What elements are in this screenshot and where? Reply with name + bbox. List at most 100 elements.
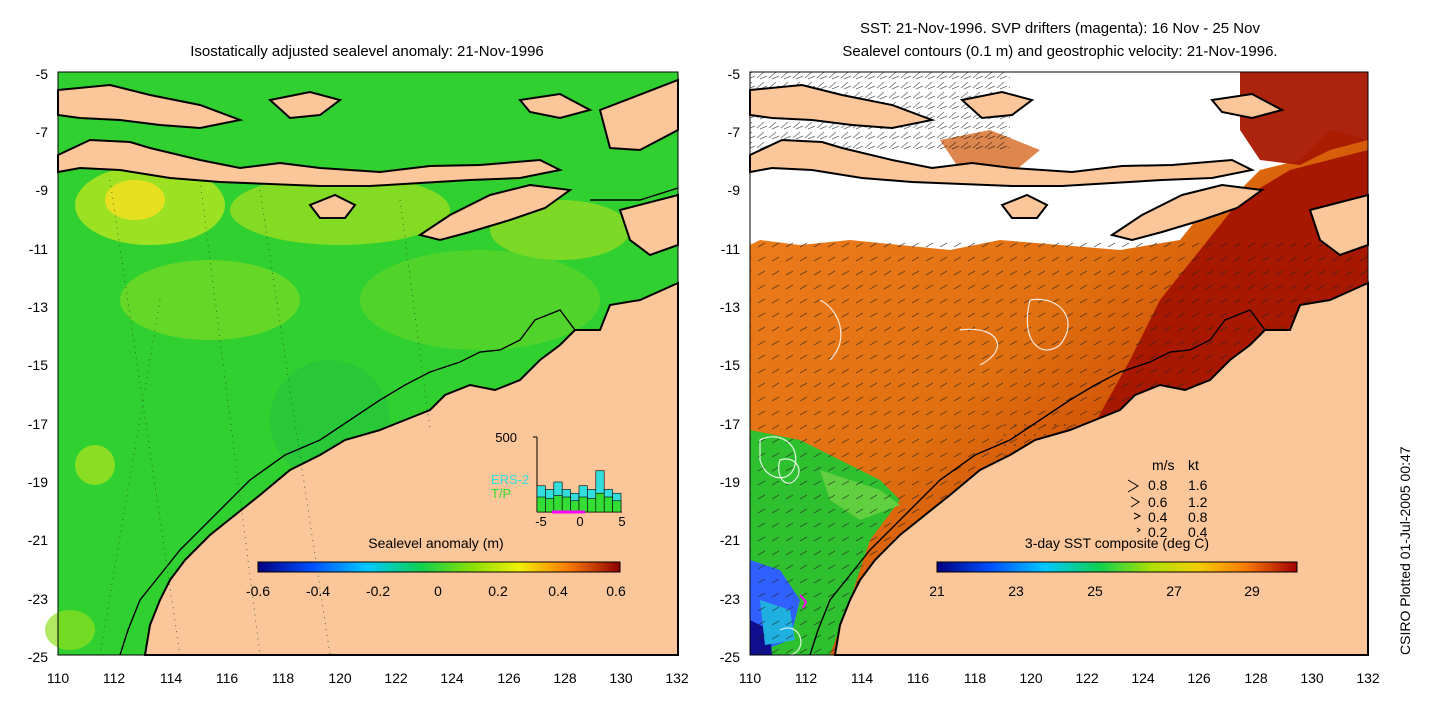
histogram-xtick: 0 <box>576 514 583 529</box>
x-tick: 130 <box>1300 670 1324 686</box>
x-tick: 124 <box>440 670 464 686</box>
x-tick: 118 <box>964 670 987 686</box>
velocity-arrow-icon <box>1127 479 1139 493</box>
x-tick: 114 <box>851 670 874 686</box>
y-tick: -9 <box>36 182 49 198</box>
histogram-xtick: 5 <box>618 514 625 529</box>
y-tick: -23 <box>720 591 740 607</box>
y-tick: -5 <box>36 66 49 82</box>
histogram-bar-tp <box>570 500 580 513</box>
colorbar-tick: 0.2 <box>488 583 508 599</box>
histogram-bar-tp <box>587 498 597 513</box>
colorbar-tick: -0.6 <box>246 583 270 599</box>
x-tick: 128 <box>1244 670 1268 686</box>
velocity-kt: 0.4 <box>1188 524 1208 540</box>
velocity-arrow-icon <box>1130 496 1140 508</box>
left-colorbar-label: Sealevel anomaly (m) <box>368 535 503 551</box>
velocity-arrow-icon <box>1136 527 1141 533</box>
x-tick: 120 <box>1019 670 1043 686</box>
colorbar-tick: 23 <box>1008 583 1024 599</box>
histogram-series-ers2: ERS-2 <box>491 472 529 487</box>
right-colorbar-label: 3-day SST composite (deg C) <box>1025 535 1209 551</box>
y-tick: -17 <box>720 416 740 432</box>
x-tick: 126 <box>1187 670 1211 686</box>
right-colorbar: 3-day SST composite (deg C) 21 23 25 27 … <box>929 535 1298 599</box>
right-sumba <box>1000 193 1049 219</box>
x-tick: 132 <box>665 670 689 686</box>
histogram-xtick: -5 <box>535 514 547 529</box>
x-tick: 110 <box>739 670 762 686</box>
x-tick: 120 <box>328 670 352 686</box>
x-tick: 116 <box>907 670 930 686</box>
colorbar-tick: 25 <box>1087 583 1103 599</box>
left-panel-title: Isostatically adjusted sealevel anomaly:… <box>190 43 544 60</box>
left-east-coast-line <box>590 187 679 201</box>
right-north-islands <box>749 83 1285 130</box>
right-y-axis: -5 -7 -9 -11 -13 -15 -17 -19 -21 -23 -25 <box>720 66 740 665</box>
histogram-bar-tp <box>603 496 613 513</box>
left-east-land <box>598 78 679 257</box>
velocity-ms: 0.8 <box>1148 477 1168 493</box>
y-tick: -25 <box>28 649 48 665</box>
credit-text: CSIRO Plotted 01-Jul-2005 00:47 <box>1397 446 1413 655</box>
colorbar-tick: 0.6 <box>606 583 626 599</box>
histogram-bar-tp <box>612 500 622 513</box>
right-panel-title-line2: Sealevel contours (0.1 m) and geostrophi… <box>842 43 1277 60</box>
y-tick: -21 <box>720 532 740 548</box>
y-tick: -19 <box>720 474 740 490</box>
right-east-land <box>1308 193 1369 257</box>
x-tick: 112 <box>103 670 126 686</box>
right-timor <box>1109 183 1265 242</box>
colorbar-tick: -0.2 <box>366 583 390 599</box>
histogram-series-tp: T/P <box>491 486 511 501</box>
x-tick: 110 <box>47 670 70 686</box>
colorbar-tick: 0.4 <box>548 583 568 599</box>
y-tick: -25 <box>720 649 740 665</box>
y-tick: -13 <box>720 299 740 315</box>
velocity-legend-ms-header: m/s <box>1152 457 1175 473</box>
y-tick: -9 <box>728 182 741 198</box>
histogram-bars <box>536 470 622 513</box>
y-tick: -17 <box>28 416 48 432</box>
colorbar-tick: -0.4 <box>306 583 330 599</box>
x-tick: 130 <box>609 670 633 686</box>
left-nusa-tenggara <box>57 138 564 187</box>
y-tick: -19 <box>28 474 48 490</box>
histogram-bar-tp <box>561 496 571 513</box>
right-australia-inner-coast <box>809 309 1266 656</box>
velocity-legend: m/s kt 0.8 1.6 0.6 1.2 0.4 0.8 0.2 0.4 <box>1127 457 1208 540</box>
left-timor <box>417 183 573 242</box>
histogram-bar-tp <box>553 495 563 513</box>
colorbar-tick: 27 <box>1166 583 1182 599</box>
left-north-islands <box>57 83 593 130</box>
velocity-kt: 1.2 <box>1188 494 1208 510</box>
y-tick: -7 <box>728 124 741 140</box>
histogram-bar-tp <box>578 496 588 513</box>
colorbar-tick: 21 <box>929 583 945 599</box>
right-nusa-tenggara <box>749 138 1256 187</box>
right-panel-title-line1: SST: 21-Nov-1996. SVP drifters (magenta)… <box>860 20 1260 37</box>
x-tick: 126 <box>497 670 521 686</box>
left-sumba <box>308 193 357 219</box>
x-tick: 114 <box>160 670 183 686</box>
y-tick: -15 <box>720 357 740 373</box>
y-tick: -15 <box>28 357 48 373</box>
y-tick: -11 <box>721 241 740 257</box>
x-tick: 128 <box>553 670 577 686</box>
velocity-ms: 0.6 <box>1148 494 1168 510</box>
histogram-ymax-label: 500 <box>495 430 517 445</box>
x-tick: 116 <box>216 670 239 686</box>
left-y-axis: -5 -7 -9 -11 -13 -15 -17 -19 -21 -23 -25 <box>28 66 48 665</box>
right-x-axis: 110 112 114 116 118 120 122 124 126 128 … <box>739 670 1380 686</box>
velocity-ms: 0.2 <box>1148 524 1168 540</box>
y-tick: -11 <box>29 241 48 257</box>
histogram-bar-tp <box>595 492 605 513</box>
colorbar-tick: 0 <box>434 583 442 599</box>
x-tick: 118 <box>272 670 295 686</box>
histogram-bar-tp <box>536 496 546 513</box>
x-tick: 132 <box>1356 670 1380 686</box>
left-x-axis: 110 112 114 116 118 120 122 124 126 128 … <box>47 670 689 686</box>
y-tick: -5 <box>728 66 741 82</box>
velocity-kt: 0.8 <box>1188 509 1208 525</box>
